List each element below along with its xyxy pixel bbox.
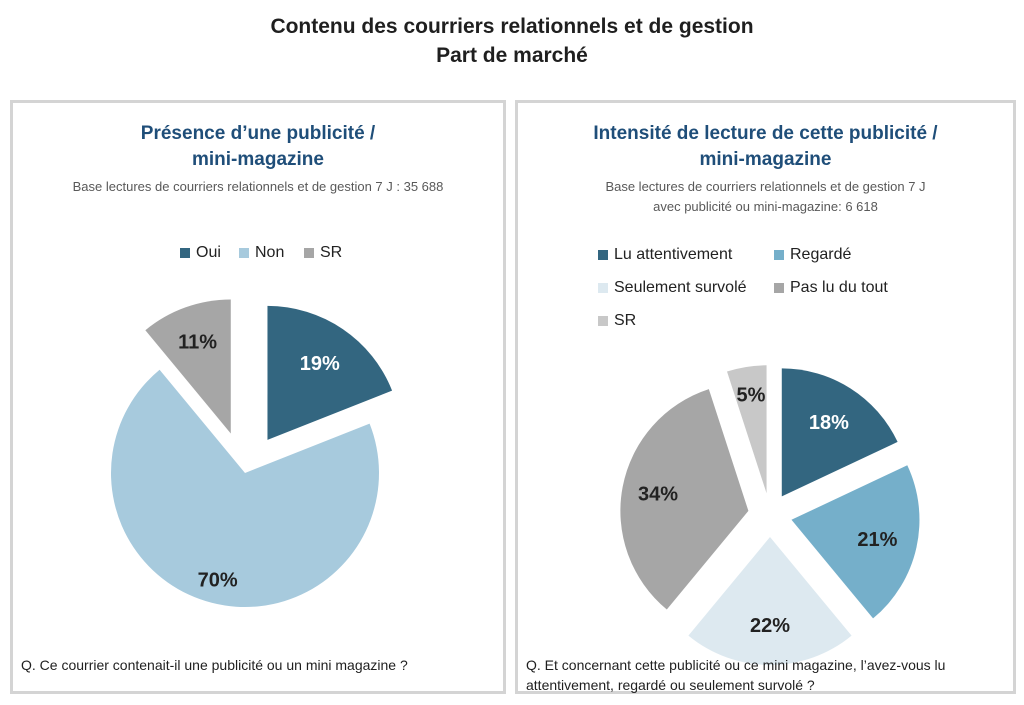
pie-data-label: 21% bbox=[857, 529, 897, 551]
chart-panel-presence: Présence d’une publicité / mini-magazine… bbox=[10, 100, 506, 694]
chart-base-note: Base lectures de courriers relationnels … bbox=[72, 179, 444, 194]
legend-swatch bbox=[239, 248, 249, 258]
pie-data-label: 18% bbox=[809, 412, 849, 434]
page-title-line-1: Contenu des courriers relationnels et de… bbox=[270, 15, 754, 38]
legend-swatch bbox=[598, 250, 608, 260]
pie-data-label: 19% bbox=[300, 353, 340, 375]
legend-swatch bbox=[774, 283, 784, 293]
legend-item-regarde: Regardé bbox=[774, 246, 851, 264]
pie-data-label: 5% bbox=[736, 385, 765, 407]
legend-label: SR bbox=[614, 312, 637, 329]
pie-slice-non bbox=[111, 369, 379, 607]
chart-title-line-1: Présence d’une publicité / bbox=[140, 123, 376, 144]
pie-data-label: 34% bbox=[638, 484, 678, 506]
pie-data-label: 70% bbox=[198, 570, 238, 592]
legend-item-sr: SR bbox=[304, 244, 342, 262]
legend-swatch bbox=[180, 248, 190, 258]
pie-slice-oui bbox=[267, 305, 393, 440]
page-title-line-2: Part de marché bbox=[436, 44, 588, 67]
legend-label: Pas lu du tout bbox=[790, 279, 888, 296]
question-line-2: attentivement, regardé ou seulement surv… bbox=[526, 677, 815, 693]
chart-title-line-2: mini-magazine bbox=[699, 149, 832, 170]
chart-panel-intensite: Intensité de lecture de cette publicité … bbox=[515, 100, 1016, 694]
legend-label: Regardé bbox=[790, 246, 852, 263]
legend-item-non: Non bbox=[239, 244, 284, 262]
legend-item-lu-attentivement: Lu attentivement bbox=[598, 246, 732, 264]
chart-title: Intensité de lecture de cette publicité … bbox=[518, 121, 1013, 173]
legend-swatch bbox=[774, 250, 784, 260]
chart-title-line-2: mini-magazine bbox=[192, 149, 324, 170]
pie-chart-intensite: 18% 21% 22% 34% 5% bbox=[620, 365, 920, 665]
question-text: Q. Ce courrier contenait-il une publicit… bbox=[21, 657, 408, 673]
legend-label: Oui bbox=[196, 244, 221, 261]
legend-item-sr: SR bbox=[598, 312, 636, 330]
pie-data-label: 22% bbox=[750, 615, 790, 637]
legend-label: Seulement survolé bbox=[614, 279, 747, 296]
chart-title: Présence d’une publicité / mini-magazine bbox=[13, 121, 503, 173]
pie-slice-sr bbox=[145, 299, 231, 434]
legend-swatch bbox=[304, 248, 314, 258]
legend-item-seulement-survole: Seulement survolé bbox=[598, 279, 747, 297]
chart-title-line-1: Intensité de lecture de cette publicité … bbox=[593, 123, 938, 144]
legend-label: Lu attentivement bbox=[614, 246, 733, 263]
pie-slice-sr bbox=[727, 365, 767, 494]
chart-base-line-2: avec publicité ou mini-magazine: 6 618 bbox=[653, 199, 878, 214]
legend-swatch bbox=[598, 316, 608, 326]
chart-base-line-1: Base lectures de courriers relationnels … bbox=[605, 179, 926, 194]
legend-label: SR bbox=[320, 244, 343, 261]
legend-item-oui: Oui bbox=[180, 244, 221, 262]
question-text: Q. Et concernant cette publicité ou ce m… bbox=[526, 655, 945, 695]
pie-chart-presence: 19% 70% 11% bbox=[111, 299, 393, 607]
pie-slice-regard- bbox=[791, 465, 920, 619]
question-line-1: Q. Et concernant cette publicité ou ce m… bbox=[526, 657, 946, 673]
legend-swatch bbox=[598, 283, 608, 293]
pie-slice-seulement-survol- bbox=[688, 537, 852, 665]
legend-item-pas-lu-du-tout: Pas lu du tout bbox=[774, 279, 888, 297]
page-title: Contenu des courriers relationnels et de… bbox=[0, 12, 1024, 70]
legend-label: Non bbox=[255, 244, 285, 261]
chart-base-note: Base lectures de courriers relationnels … bbox=[518, 177, 1013, 217]
pie-data-label: 11% bbox=[178, 331, 217, 353]
pie-slice-pas-lu-du-tout bbox=[620, 389, 749, 610]
pie-slice-lu-attentivement bbox=[781, 368, 898, 497]
